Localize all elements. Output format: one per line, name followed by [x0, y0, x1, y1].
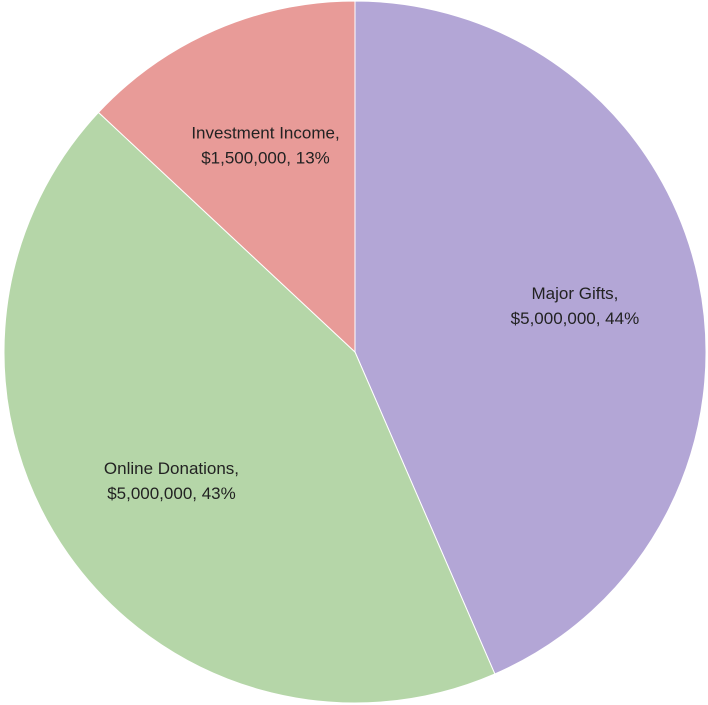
slice-label-name: Online Donations,: [104, 459, 239, 478]
slice-label-value: $1,500,000, 13%: [201, 148, 330, 167]
pie-slice: [3, 111, 496, 704]
slice-label-name: Major Gifts,: [531, 284, 618, 303]
slice-label-name: Investment Income,: [191, 123, 339, 142]
pie-slice: [97, 0, 356, 354]
slice-label-value: $5,000,000, 44%: [511, 309, 640, 328]
pie-slice: [354, 0, 707, 675]
slice-label-value: $5,000,000, 43%: [107, 484, 236, 503]
